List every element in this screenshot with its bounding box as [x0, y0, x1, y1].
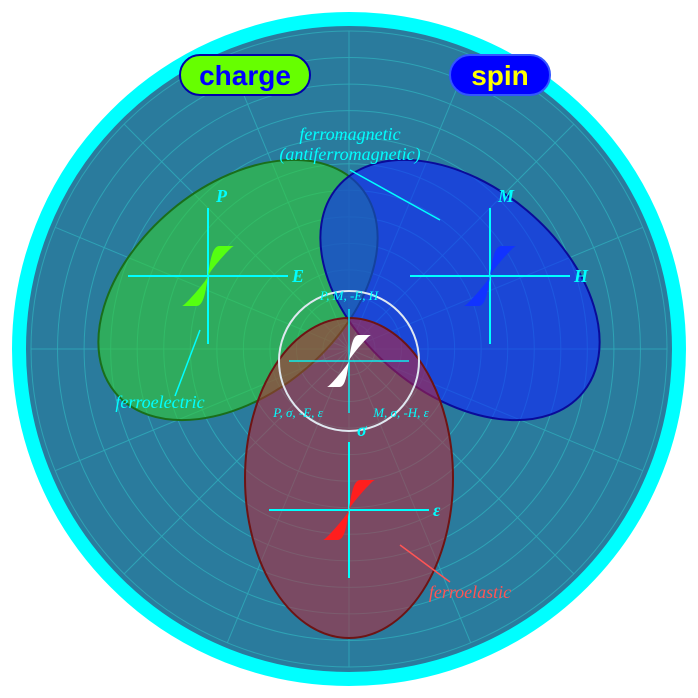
label-ferroelectric: ferroelectric — [115, 392, 204, 412]
label-ferromagnetic: ferromagnetic — [299, 124, 400, 144]
axis-label-E: E — [291, 266, 304, 286]
spin-title: spin — [450, 55, 550, 95]
spin-title-text: spin — [471, 60, 529, 91]
axis-label-ε: ε — [433, 500, 441, 520]
label-ferromagnetic: (antiferromagnetic) — [279, 144, 420, 165]
intersection-label-top: P, M, -E, H — [319, 288, 379, 303]
charge-title: charge — [180, 55, 310, 95]
charge-title-text: charge — [199, 60, 291, 91]
axis-label-σ: σ — [357, 420, 368, 440]
intersection-label-left: P, σ, -E, ε — [272, 405, 323, 420]
label-ferroelastic: ferroelastic — [429, 582, 511, 602]
axis-label-P: P — [215, 186, 228, 206]
multiferroic-venn-diagram: E P H Mε σ charge spin ferromagnetic(antiferrom… — [0, 0, 698, 698]
axis-label-M: M — [497, 186, 515, 206]
axis-label-H: H — [573, 266, 589, 286]
intersection-label-right: M, σ, -H, ε — [372, 405, 429, 420]
